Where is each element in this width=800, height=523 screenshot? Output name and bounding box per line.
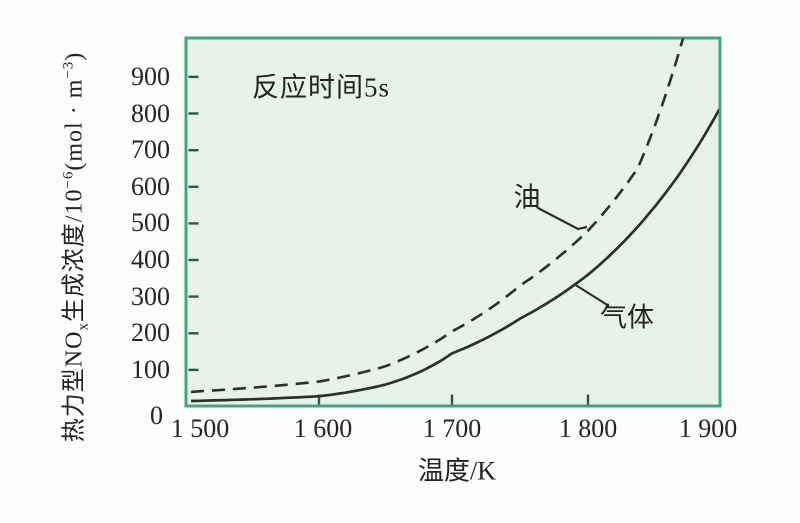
- x-tick-label-1900: 1 900: [678, 414, 738, 443]
- y-tick-label-500: 500: [131, 208, 170, 237]
- curves-group: [190, 38, 719, 403]
- oil-curve-line: [190, 38, 685, 394]
- y-tick-label-200: 200: [131, 318, 170, 347]
- oil-leader-line: [537, 207, 588, 231]
- x-tick-label-1800: 1 800: [558, 414, 618, 443]
- x-tick-label-1700: 1 700: [422, 414, 482, 443]
- y-tick-label-900: 900: [131, 62, 170, 91]
- reaction-time-annotation: 反应时间5s: [251, 72, 391, 103]
- y-tick-label-400: 400: [131, 245, 170, 274]
- y-axis-title-sup-3: −3: [60, 60, 77, 79]
- y-tick-label-300: 300: [131, 282, 170, 311]
- y-axis-title-sup-6: −6: [60, 170, 77, 189]
- gas-leader-line: [573, 283, 610, 307]
- y-axis-title-part: 热力型NO: [61, 330, 88, 443]
- plot-area-frame: [184, 36, 722, 408]
- y-axis-title-part: (mol · m: [61, 78, 88, 171]
- gas-curve-line: [190, 108, 719, 403]
- y-tick-label-600: 600: [131, 172, 170, 201]
- y-axis-title-part: 生成浓度/10: [61, 188, 88, 323]
- series-label-gas: 气体: [600, 302, 654, 333]
- x-tick-label-1600: 1 600: [293, 414, 353, 443]
- y-tick-label-0: 0: [150, 401, 163, 430]
- y-axis-title-sub-x: x: [75, 322, 92, 331]
- y-tick-label-800: 800: [131, 99, 170, 128]
- y-axis-title-part: ): [61, 51, 88, 61]
- y-tick-label-100: 100: [131, 355, 170, 384]
- x-axis-title: 温度/K: [417, 456, 497, 486]
- y-tick-marks: [188, 75, 199, 372]
- series-label-oil: 油: [513, 182, 541, 213]
- y-tick-label-700: 700: [131, 135, 170, 164]
- x-tick-label-1500: 1 500: [170, 414, 230, 443]
- y-axis-title: 热力型NOx生成浓度/10−6(mol · m−3): [54, 52, 93, 442]
